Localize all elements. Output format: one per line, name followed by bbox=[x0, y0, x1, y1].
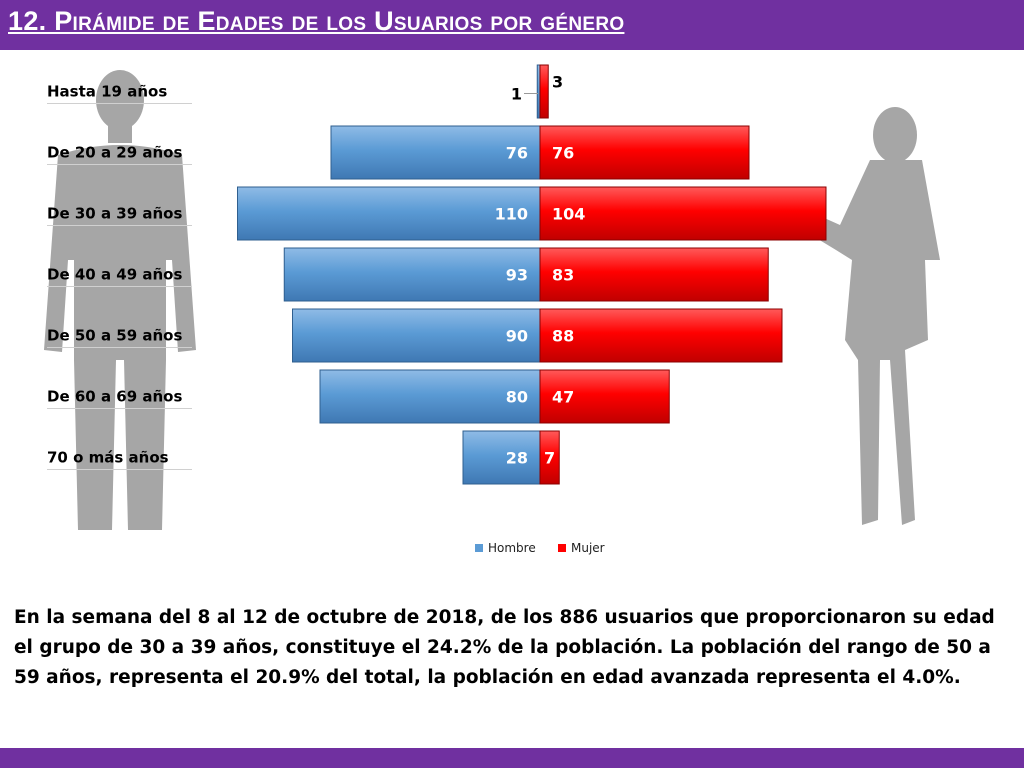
value-label-mujer-de-40-a-49-anos: 83 bbox=[552, 266, 574, 285]
value-label-mujer-70-o-mas-anos: 7 bbox=[544, 449, 555, 468]
bar-mujer-hasta-19-anos bbox=[539, 64, 549, 119]
category-label-de-60-a-69-anos: De 60 a 69 años bbox=[47, 388, 182, 406]
legend: Hombre Mujer bbox=[475, 541, 605, 555]
man-silhouette-icon bbox=[44, 70, 196, 530]
bar-hombre-de-40-a-49-anos bbox=[283, 247, 541, 302]
bar-mujer-70-o-mas-anos bbox=[539, 430, 560, 485]
legend-label-hombre: Hombre bbox=[488, 541, 536, 555]
bar-mujer-de-60-a-69-anos bbox=[539, 369, 670, 424]
summary-text: En la semana del 8 al 12 de octubre de 2… bbox=[14, 607, 995, 688]
category-label-de-20-a-29-anos: De 20 a 29 años bbox=[47, 144, 182, 162]
value-label-mujer-de-20-a-29-anos: 76 bbox=[552, 144, 574, 163]
category-labels: Hasta 19 años De 20 a 29 años De 30 a 39 a… bbox=[47, 83, 192, 470]
woman-silhouette-icon bbox=[766, 107, 940, 525]
value-label-mujer-de-50-a-59-anos: 88 bbox=[552, 327, 574, 346]
bar-value-labels: 1 3 76 76 110 104 93 83 90 88 80 47 28 7 bbox=[495, 73, 586, 468]
value-label-hombre-hasta-19-anos: 1 bbox=[511, 85, 522, 104]
value-label-mujer-de-60-a-69-anos: 47 bbox=[552, 388, 574, 407]
category-label-hasta-19-anos: Hasta 19 años bbox=[47, 83, 167, 101]
bar-hombre-de-30-a-39-anos bbox=[237, 186, 541, 241]
category-label-de-50-a-59-anos: De 50 a 59 años bbox=[47, 327, 182, 345]
bar-mujer-de-40-a-49-anos bbox=[539, 247, 769, 302]
value-label-hombre-de-50-a-59-anos: 90 bbox=[506, 327, 528, 346]
category-label-de-40-a-49-anos: De 40 a 49 años bbox=[47, 266, 182, 284]
bar-mujer-de-50-a-59-anos bbox=[539, 308, 783, 363]
legend-label-mujer: Mujer bbox=[571, 541, 605, 555]
bottom-bar bbox=[0, 748, 1024, 768]
bar-mujer-de-30-a-39-anos bbox=[539, 186, 827, 241]
value-label-hombre-de-30-a-39-anos: 110 bbox=[495, 205, 528, 224]
bar-hombre-de-50-a-59-anos bbox=[292, 308, 541, 363]
legend-marker-mujer bbox=[558, 544, 566, 552]
value-label-hombre-70-o-mas-anos: 28 bbox=[506, 449, 528, 468]
bar-hombre-70-o-mas-anos bbox=[462, 430, 541, 485]
category-label-70-o-mas-anos: 70 o más años bbox=[47, 449, 169, 467]
value-label-hombre-de-20-a-29-anos: 76 bbox=[506, 144, 528, 163]
value-label-hombre-de-60-a-69-anos: 80 bbox=[506, 388, 528, 407]
population-pyramid-chart: Hasta 19 años De 20 a 29 años De 30 a 39 a… bbox=[44, 64, 940, 555]
legend-marker-hombre bbox=[475, 544, 483, 552]
page-title: 12. Pirámide de Edades de los Usuarios p… bbox=[8, 6, 625, 36]
bar-mujer-de-20-a-29-anos bbox=[539, 125, 750, 180]
value-label-hombre-de-40-a-49-anos: 93 bbox=[506, 266, 528, 285]
value-label-mujer-hasta-19-anos: 3 bbox=[552, 73, 563, 92]
title-bar: 12. Pirámide de Edades de los Usuarios p… bbox=[0, 0, 1024, 50]
category-label-de-30-a-39-anos: De 30 a 39 años bbox=[47, 205, 182, 223]
bars bbox=[237, 64, 827, 485]
value-label-mujer-de-30-a-39-anos: 104 bbox=[552, 205, 585, 224]
